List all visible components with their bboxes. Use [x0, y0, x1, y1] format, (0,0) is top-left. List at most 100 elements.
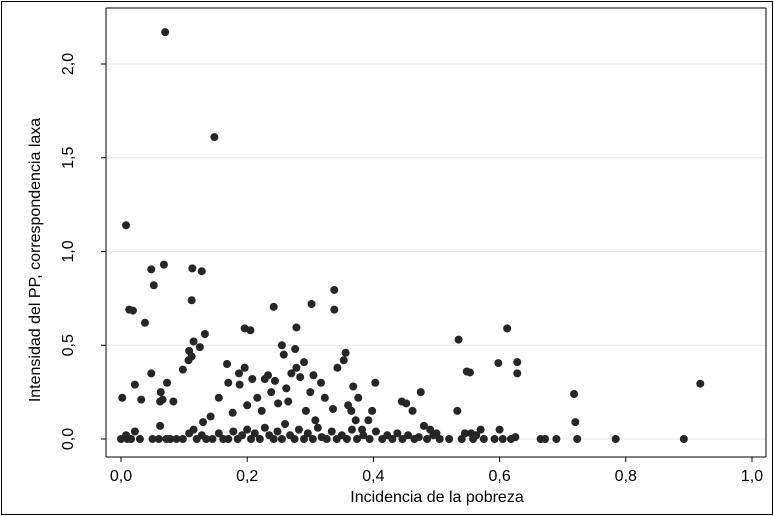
data-point [573, 435, 582, 443]
x-tick-label: 0,8 [615, 468, 637, 485]
data-point [279, 350, 288, 359]
data-point [250, 429, 259, 438]
data-point [453, 406, 462, 415]
data-point [423, 435, 432, 443]
data-point [287, 369, 296, 378]
data-point [696, 379, 705, 388]
data-point [240, 363, 249, 372]
data-point [457, 435, 466, 443]
data-point [197, 267, 206, 276]
data-point [320, 393, 329, 402]
data-point [156, 421, 165, 430]
data-point [371, 427, 380, 436]
data-point [611, 435, 620, 443]
data-point [130, 427, 139, 436]
data-point [368, 406, 377, 415]
data-point [224, 378, 233, 387]
data-point [294, 425, 303, 434]
data-point [414, 433, 423, 442]
data-point [327, 427, 336, 436]
axes: 0,0 0,5 1,0 1,5 2,0 0,0 0,2 0,4 0,6 0,8 1,0 [60, 7, 767, 485]
data-point [229, 427, 238, 436]
data-point [465, 368, 474, 377]
x-tick-label: 0,2 [236, 468, 258, 485]
x-tick-label: 0,4 [362, 468, 384, 485]
data-point [301, 406, 310, 415]
data-point [679, 435, 688, 443]
data-point [570, 390, 579, 398]
data-point [364, 416, 373, 425]
data-point [118, 393, 127, 402]
data-point [154, 435, 163, 443]
data-point [166, 435, 175, 443]
data-point [184, 356, 193, 365]
y-tick-label: 2,0 [60, 53, 77, 75]
data-point [429, 431, 438, 440]
data-point [189, 337, 198, 346]
data-point [269, 435, 278, 443]
y-tick-label: 0,0 [60, 428, 77, 450]
data-point [188, 264, 197, 273]
data-point [267, 388, 276, 397]
data-point [479, 435, 488, 443]
data-point [169, 397, 178, 406]
data-point [228, 408, 237, 417]
data-point [214, 429, 223, 438]
data-point [128, 306, 137, 315]
data-point [503, 324, 512, 333]
x-axis-label: Incidencia de la pobreza [350, 489, 524, 506]
data-point [330, 305, 339, 314]
data-point [130, 380, 139, 389]
data-point [172, 435, 181, 443]
data-point [354, 393, 363, 402]
data-point [347, 406, 356, 415]
data-point [404, 431, 413, 440]
x-tick-label: 0,0 [110, 468, 132, 485]
data-point [122, 221, 131, 230]
data-point [513, 369, 522, 378]
data-point [476, 425, 485, 434]
y-tick-label: 0,5 [60, 334, 77, 356]
data-point [352, 435, 361, 443]
data-point [277, 341, 286, 350]
data-point [513, 358, 522, 367]
data-point [317, 378, 326, 387]
data-point [274, 399, 283, 408]
data-point [178, 435, 187, 443]
data-point [187, 296, 196, 305]
data-point [238, 431, 247, 440]
data-point [147, 265, 156, 274]
data-point [498, 435, 507, 443]
data-point [206, 412, 215, 421]
data-point [199, 418, 208, 427]
data-point [349, 382, 358, 391]
data-point [359, 431, 368, 440]
data-point [371, 378, 380, 387]
data-point [290, 435, 299, 443]
data-point [495, 425, 504, 434]
data-point [454, 335, 463, 344]
data-point [398, 435, 407, 443]
data-point [208, 435, 217, 443]
data-point [291, 345, 300, 353]
data-point [255, 435, 264, 443]
data-point [200, 330, 209, 338]
data-point [351, 416, 360, 425]
y-tick-label: 1,5 [60, 147, 77, 169]
data-point [393, 429, 402, 438]
data-point [163, 378, 172, 387]
data-point [257, 406, 266, 415]
data-point [490, 435, 499, 443]
data-point [269, 302, 278, 311]
data-point [341, 348, 350, 357]
data-point [313, 423, 322, 432]
data-point [506, 435, 515, 443]
data-point [137, 395, 146, 404]
data-point [292, 323, 301, 332]
y-tick-label: 1,0 [60, 240, 77, 262]
data-point [469, 435, 478, 443]
data-point [388, 435, 397, 443]
data-point [307, 300, 316, 308]
